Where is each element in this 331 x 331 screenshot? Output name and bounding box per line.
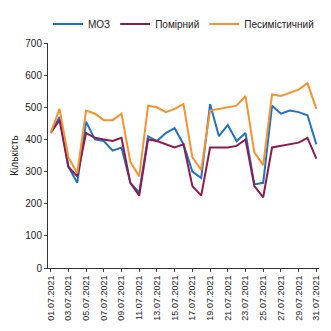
svg-text:01.07.2021: 01.07.2021: [46, 276, 56, 321]
svg-text:Кількість: Кількість: [9, 135, 20, 175]
svg-text:100: 100: [25, 230, 42, 241]
svg-text:23.07.2021: 23.07.2021: [240, 276, 250, 321]
svg-text:21.07.2021: 21.07.2021: [223, 276, 233, 321]
svg-text:27.07.2021: 27.07.2021: [276, 276, 286, 321]
svg-text:300: 300: [25, 166, 42, 177]
svg-text:29.07.2021: 29.07.2021: [294, 276, 304, 321]
svg-text:700: 700: [25, 38, 42, 49]
svg-text:13.07.2021: 13.07.2021: [152, 276, 162, 321]
svg-text:МОЗ: МОЗ: [88, 19, 110, 30]
svg-text:500: 500: [25, 102, 42, 113]
svg-text:17.07.2021: 17.07.2021: [187, 276, 197, 321]
svg-text:200: 200: [25, 198, 42, 209]
svg-text:400: 400: [25, 134, 42, 145]
svg-text:15.07.2021: 15.07.2021: [170, 276, 180, 321]
svg-text:19.07.2021: 19.07.2021: [205, 276, 215, 321]
svg-text:03.07.2021: 03.07.2021: [63, 276, 73, 321]
svg-text:05.07.2021: 05.07.2021: [81, 276, 91, 321]
svg-text:Помірний: Помірний: [155, 19, 199, 30]
svg-text:25.07.2021: 25.07.2021: [258, 276, 268, 321]
svg-text:600: 600: [25, 70, 42, 81]
svg-text:07.07.2021: 07.07.2021: [99, 276, 109, 321]
svg-text:09.07.2021: 09.07.2021: [116, 276, 126, 321]
svg-text:11.07.2021: 11.07.2021: [134, 276, 144, 320]
svg-text:0: 0: [36, 263, 42, 274]
svg-text:31.07.2021: 31.07.2021: [311, 276, 321, 321]
svg-text:Песимістичний: Песимістичний: [244, 19, 314, 30]
